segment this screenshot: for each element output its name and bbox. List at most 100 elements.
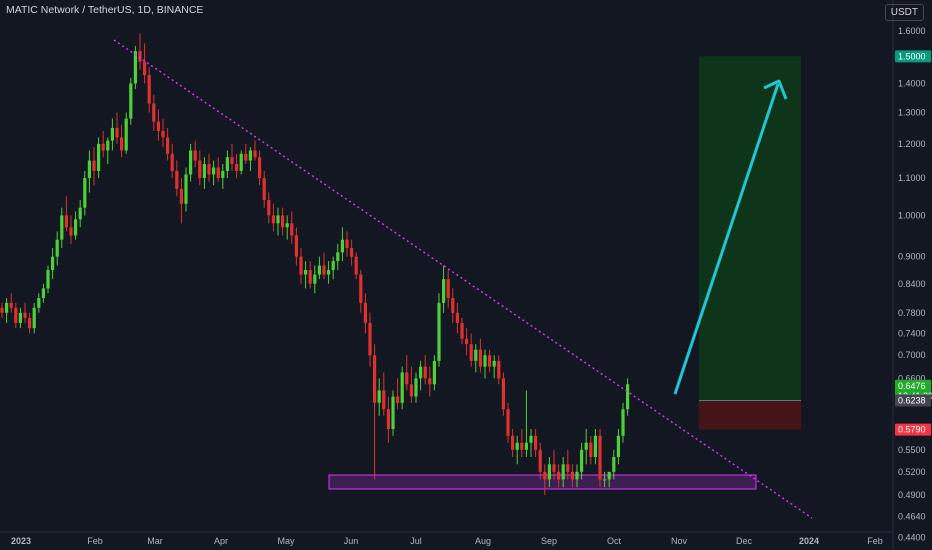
price-tag-label: 1.5000 — [898, 51, 926, 61]
candle-body — [368, 322, 372, 356]
candle-body — [451, 298, 455, 313]
currency-button[interactable]: USDT — [884, 4, 924, 21]
candle-body — [152, 103, 156, 122]
time-tick-label: 2024 — [799, 536, 819, 546]
candle — [552, 449, 556, 480]
candle — [363, 293, 367, 334]
candle-body — [437, 302, 441, 361]
candle — [161, 118, 165, 148]
candle — [538, 442, 542, 480]
price-tag-label: 0.5790 — [898, 425, 926, 435]
candle-body — [373, 355, 377, 403]
candle — [455, 302, 459, 334]
candle-body — [621, 409, 625, 436]
candle-body — [313, 274, 317, 284]
price-axis[interactable]: 1.6000 1.5000 1.4000 1.3000 1.2000 1.1000 1.00… — [892, 0, 932, 550]
candle — [235, 153, 239, 179]
candle-body — [179, 188, 183, 204]
candle-body — [101, 143, 105, 151]
candle-body — [294, 235, 298, 257]
candle-body — [253, 150, 257, 158]
candle — [511, 428, 515, 458]
candle — [166, 127, 170, 161]
support-zone — [328, 474, 757, 490]
candle — [345, 231, 349, 257]
candle — [442, 265, 446, 313]
candle-body — [557, 471, 561, 480]
candle — [386, 396, 390, 443]
candle-body — [322, 265, 326, 275]
candle-body — [304, 269, 308, 275]
candle-body — [55, 239, 59, 257]
candle-body — [207, 164, 211, 175]
candle — [396, 378, 400, 410]
candle-body — [492, 360, 496, 367]
candle-body — [501, 378, 505, 410]
candle — [51, 248, 55, 280]
candle — [340, 227, 344, 262]
stop-zone — [699, 400, 801, 430]
candle — [129, 77, 133, 125]
candle-body — [570, 471, 574, 480]
candle — [377, 378, 381, 416]
time-tick-label: Jul — [410, 536, 422, 546]
candle-body — [299, 256, 303, 275]
candle — [520, 428, 524, 458]
candle-body — [478, 349, 482, 367]
candle — [400, 366, 404, 410]
candle — [9, 293, 13, 313]
candle-body — [363, 302, 367, 323]
candle — [179, 178, 183, 224]
price-tick-label: 1.3000 — [898, 108, 926, 118]
drawings — [113, 39, 813, 519]
candle-body — [405, 372, 409, 385]
candle-body — [327, 269, 331, 275]
candle-body — [469, 344, 473, 361]
candle — [317, 256, 321, 280]
price-tag-label: 0.6476 — [898, 381, 926, 391]
candle — [304, 261, 308, 289]
candle — [603, 471, 607, 488]
candle-body — [189, 150, 193, 175]
candle-body — [285, 223, 289, 228]
candle-body — [258, 157, 262, 179]
candle-body — [129, 83, 133, 119]
candle — [437, 293, 441, 367]
candle — [354, 252, 358, 280]
candle — [18, 307, 22, 329]
candle — [478, 338, 482, 373]
candle-body — [566, 464, 570, 472]
candle — [584, 428, 588, 465]
candle — [23, 302, 27, 323]
candle-body — [37, 298, 41, 308]
candle — [515, 435, 519, 465]
candle — [626, 378, 630, 416]
candle — [248, 147, 252, 171]
candle — [290, 211, 294, 244]
candle — [593, 428, 597, 465]
candle — [78, 200, 82, 228]
candle-body — [244, 153, 248, 161]
time-axis[interactable]: 2023 Feb Mar Apr May Jun Jul Aug Sep Oct Nov Dec 202… — [0, 531, 893, 546]
candle — [308, 261, 312, 289]
candle — [271, 203, 275, 232]
candle-body — [115, 127, 119, 138]
candle — [239, 150, 243, 175]
candle-body — [18, 312, 22, 323]
candle-body — [396, 396, 400, 403]
candle — [570, 464, 574, 488]
candle — [106, 137, 110, 165]
symbol-title: MATIC Network / TetherUS, 1D, BINANCE — [6, 4, 204, 16]
price-tick-label: 0.4900 — [898, 490, 926, 500]
trendline — [113, 39, 813, 519]
candle — [97, 137, 101, 179]
candle — [175, 160, 179, 197]
candle — [368, 312, 372, 367]
time-tick-label: Nov — [671, 536, 688, 546]
candle — [547, 457, 551, 488]
candle-body — [239, 153, 243, 171]
candle-body — [520, 442, 524, 450]
time-tick-label: Apr — [214, 536, 228, 546]
candle-body — [110, 127, 114, 141]
